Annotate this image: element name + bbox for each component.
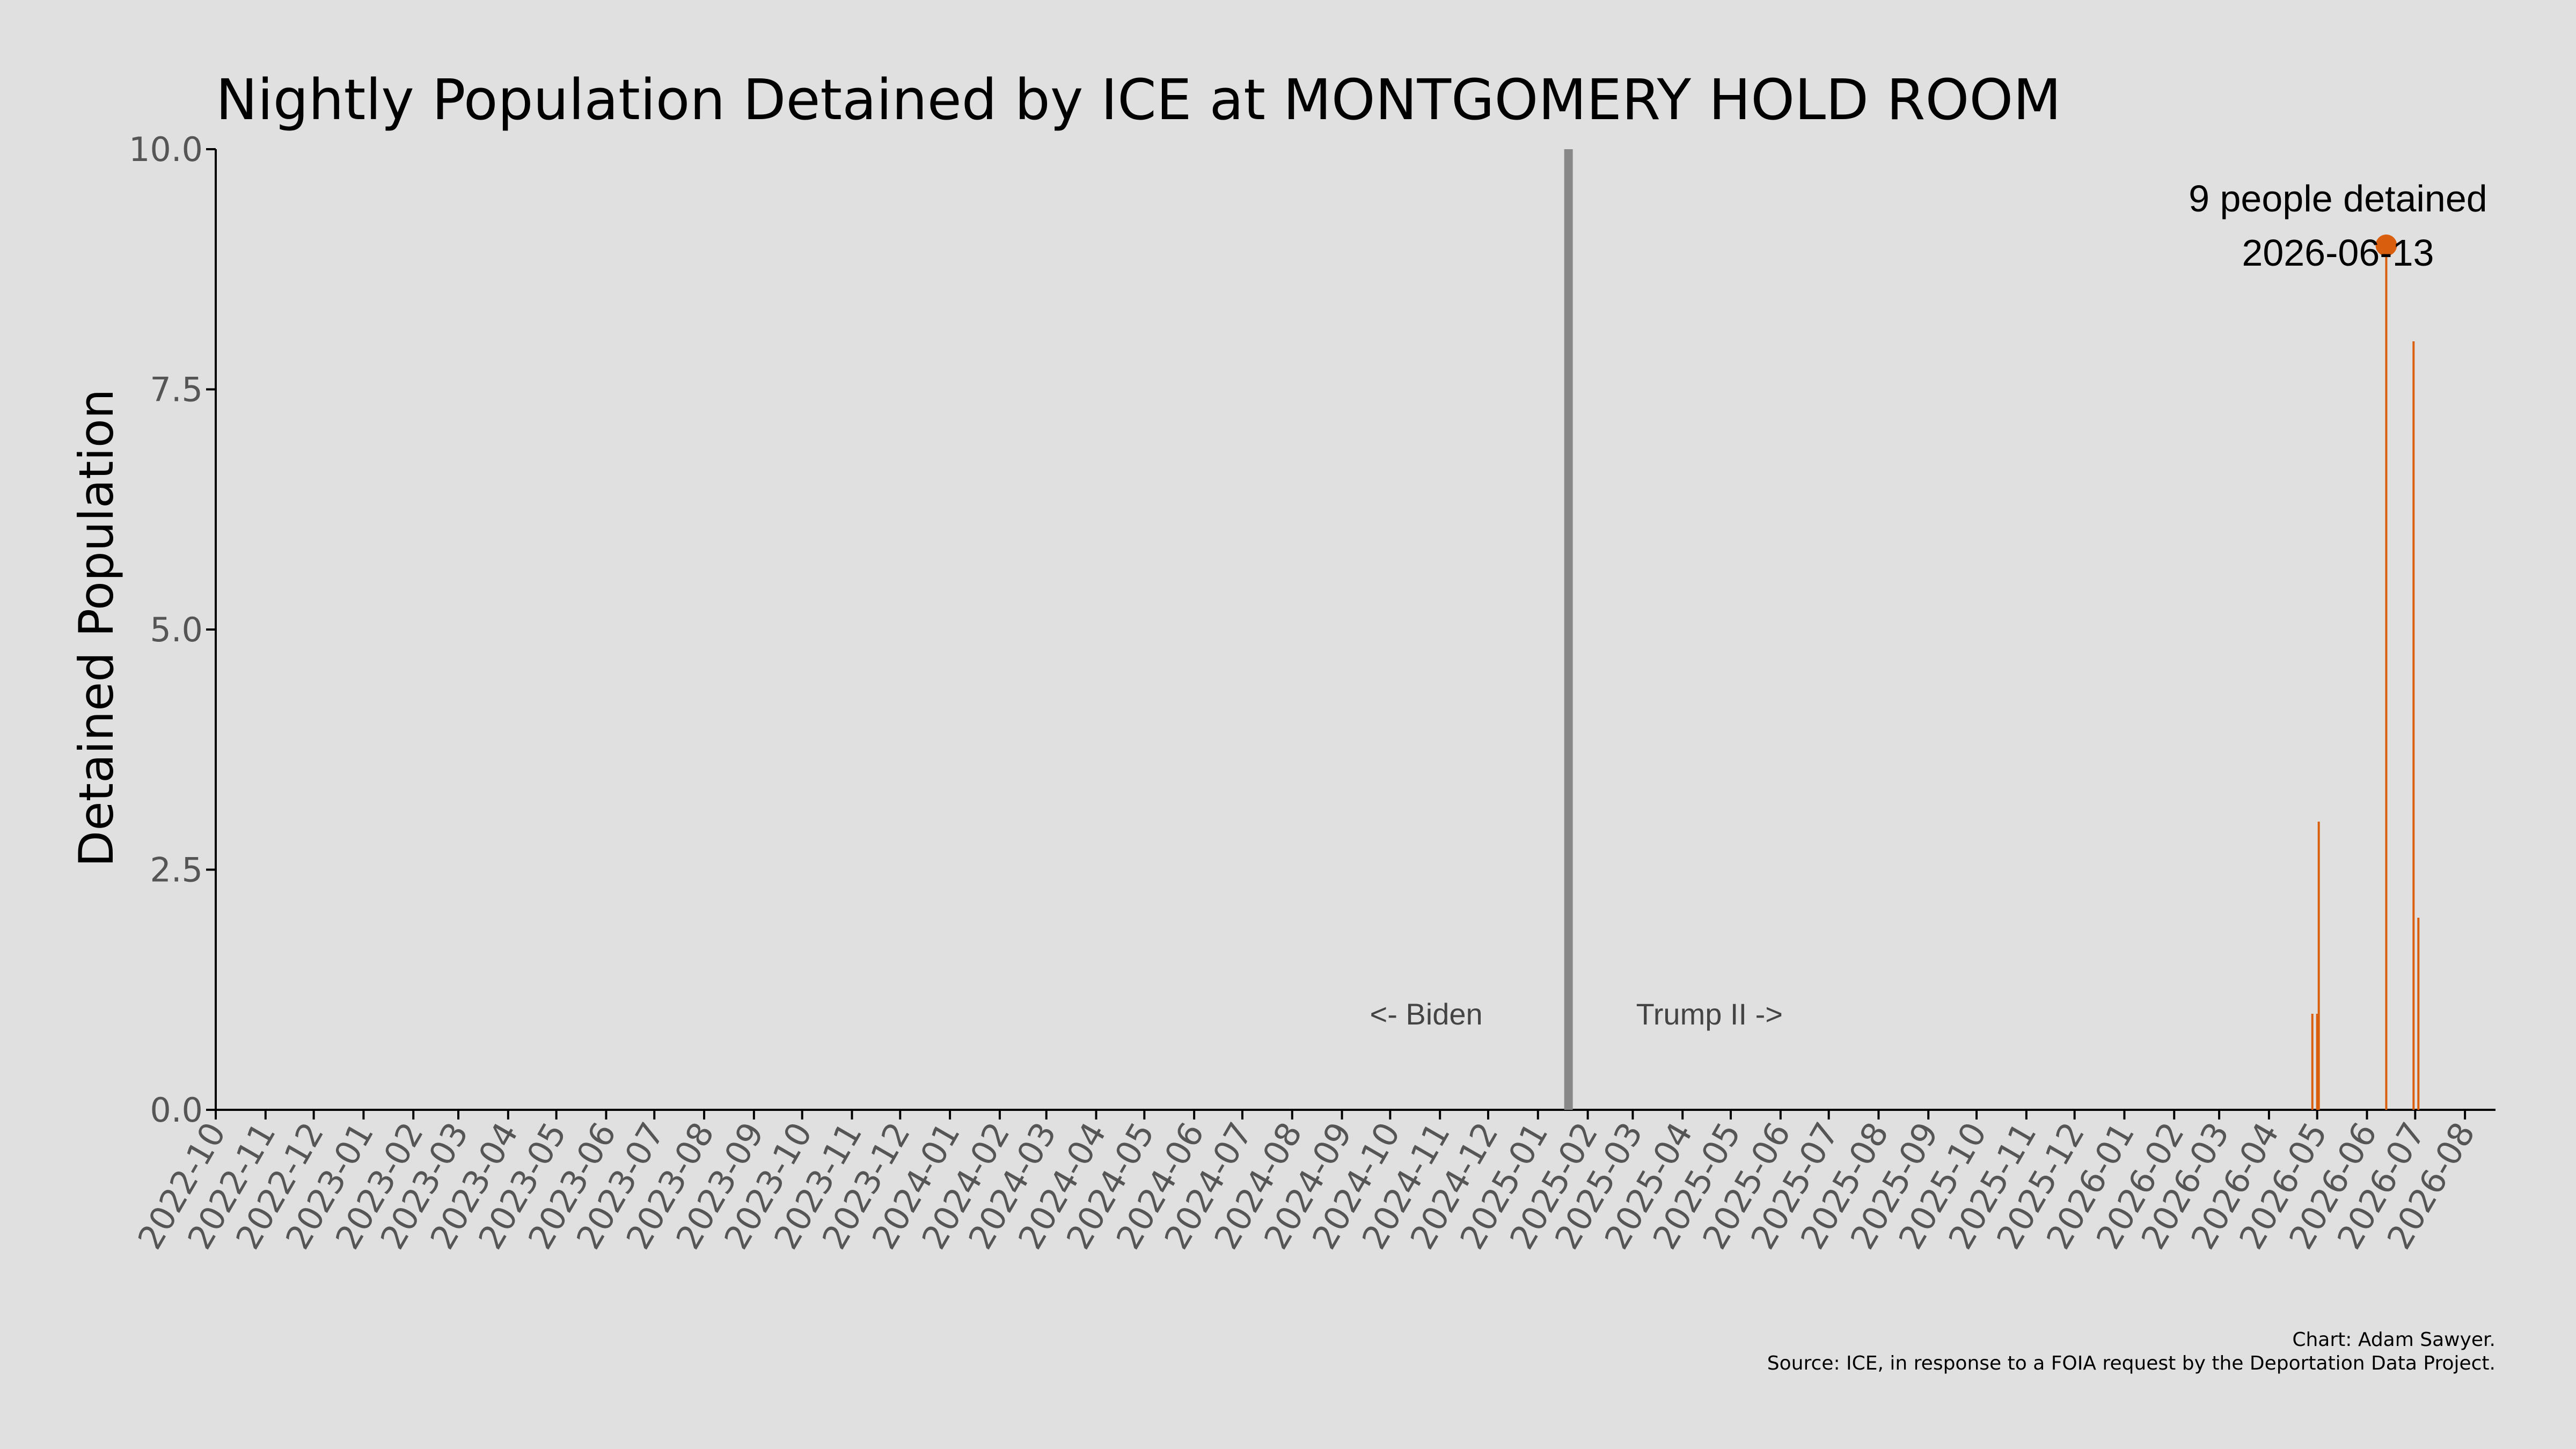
y-tick-label: 10.0 (129, 130, 203, 169)
y-tick-label: 7.5 (150, 370, 203, 409)
era-label-biden: <- Biden (1370, 997, 1483, 1031)
caption-source: Source: ICE, in response to a FOIA reque… (1767, 1352, 2496, 1374)
y-tick-label: 5.0 (150, 610, 203, 649)
y-tick-label: 2.5 (150, 851, 203, 890)
y-tick-label: 0.0 (150, 1091, 203, 1130)
annotation-count: 9 people detained (2189, 178, 2487, 219)
chart-title: Nightly Population Detained by ICE at MO… (216, 67, 2061, 133)
caption-author: Chart: Adam Sawyer. (2292, 1329, 2496, 1351)
annotation-date: 2026-06-13 (2242, 232, 2434, 274)
era-label-trump: Trump II -> (1636, 997, 1783, 1031)
y-axis-label: Detained Population (69, 389, 124, 867)
peak-point-marker (2375, 235, 2397, 256)
